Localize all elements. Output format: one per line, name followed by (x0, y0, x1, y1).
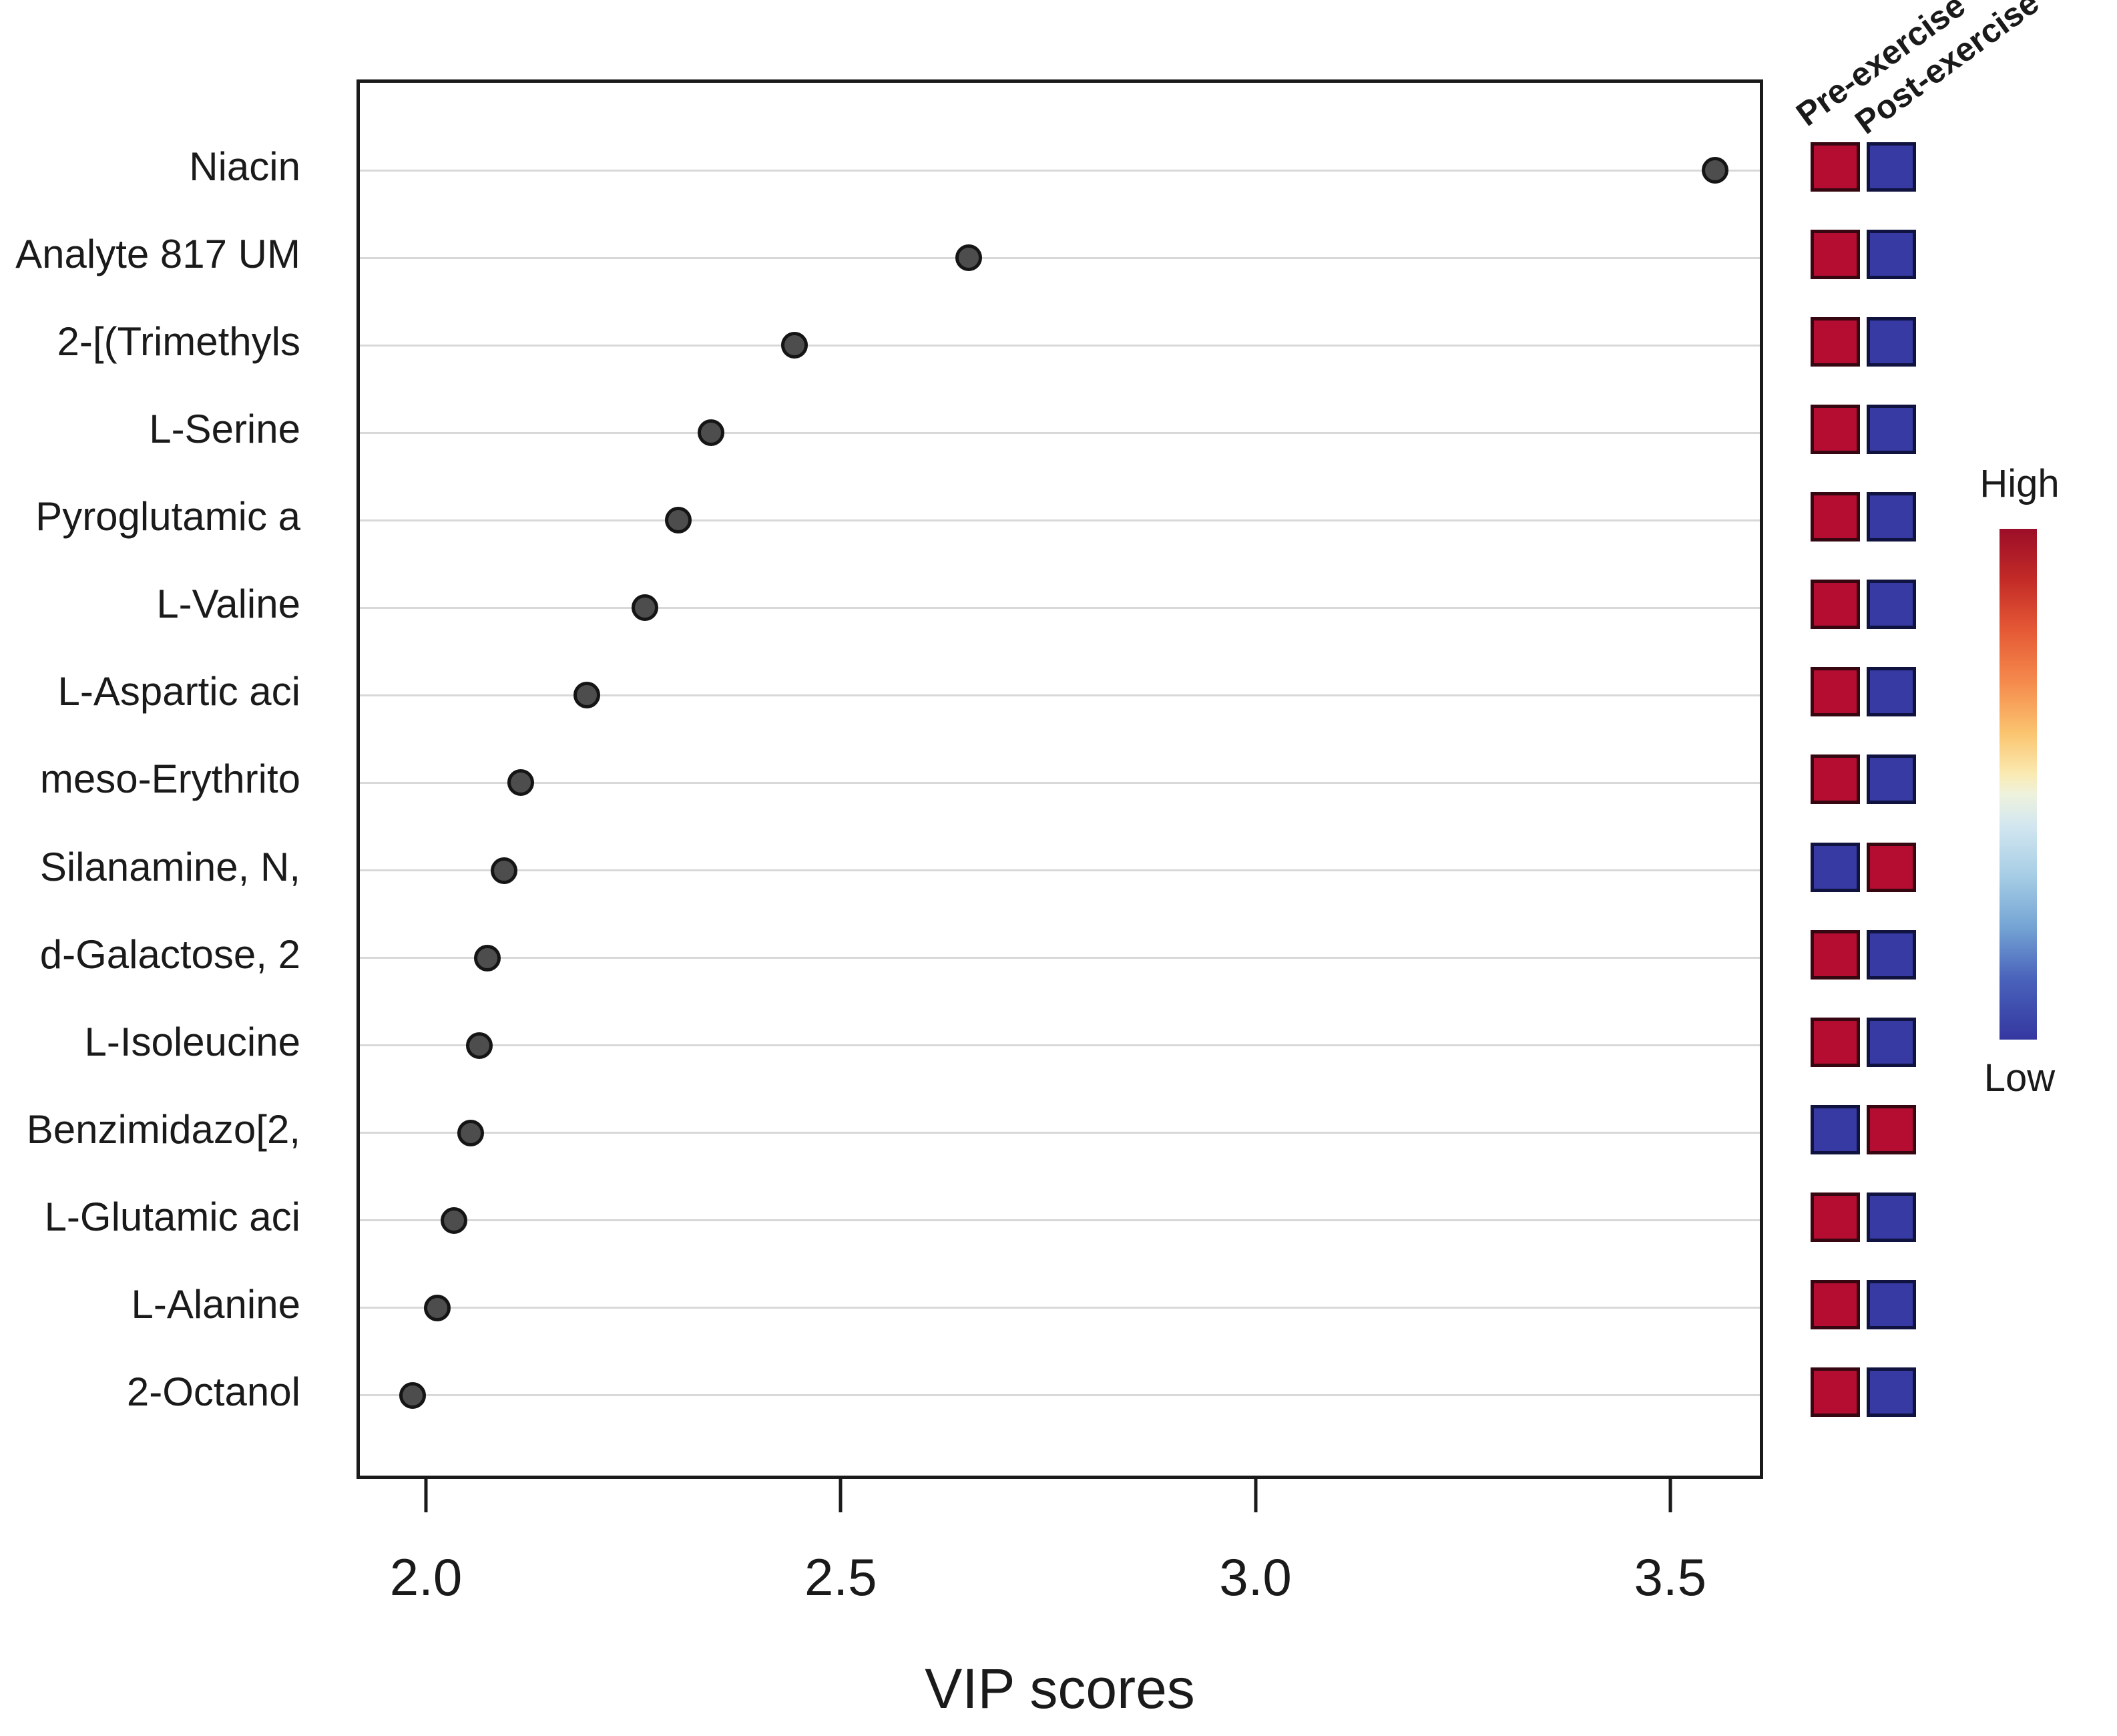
vip-dot (632, 594, 659, 622)
heatmap-cell-pre (1811, 580, 1860, 630)
x-tick-label: 2.0 (389, 1548, 463, 1606)
y-axis-label: 2-[(Trimethyls (57, 319, 300, 365)
y-axis-label: L-Aspartic aci (57, 669, 300, 714)
y-axis-label: Pyroglutamic a (35, 494, 300, 539)
gridline (360, 606, 1760, 609)
vip-dot (465, 1032, 493, 1059)
vip-dot (399, 1381, 427, 1409)
vip-dot (698, 419, 725, 447)
x-tick-mark (839, 1479, 843, 1512)
y-axis-label: Analyte 817 UM (15, 232, 300, 277)
gridline (360, 1132, 1760, 1134)
vip-dot (457, 1119, 485, 1146)
gridline (360, 957, 1760, 959)
vip-dot (507, 769, 534, 797)
heatmap-cell-pre (1811, 1192, 1860, 1242)
heatmap-cell-post (1867, 1104, 1916, 1154)
y-axis-label: L-Serine (149, 407, 300, 452)
heatmap-cell-pre (1811, 929, 1860, 980)
heatmap-cell-pre (1811, 1017, 1860, 1067)
y-axis-label: d-Galactose, 2 (39, 931, 300, 977)
heatmap-cell-pre (1811, 405, 1860, 455)
gridline (360, 1307, 1760, 1309)
x-tick-mark (424, 1479, 428, 1512)
y-axis-label: Niacin (189, 144, 300, 189)
plot-area (357, 79, 1763, 1479)
heatmap-cell-pre (1811, 1104, 1860, 1154)
heatmap-cell-post (1867, 929, 1916, 980)
heatmap-cell-pre (1811, 754, 1860, 805)
vip-dot (473, 944, 501, 971)
x-axis-title: VIP scores (925, 1657, 1195, 1720)
vip-dot (573, 682, 601, 709)
heatmap-cell-post (1867, 1017, 1916, 1067)
heatmap-cell-post (1867, 1192, 1916, 1242)
heatmap-cell-pre (1811, 492, 1860, 542)
x-tick-mark (1668, 1479, 1672, 1512)
vip-dot (955, 244, 982, 272)
heatmap-cell-post (1867, 667, 1916, 717)
y-axis-label: Silanamine, N, (39, 844, 300, 889)
gridline (360, 431, 1760, 434)
heatmap-cell-post (1867, 405, 1916, 455)
gridline (360, 694, 1760, 696)
vip-dot (664, 507, 692, 534)
heatmap-cell-post (1867, 492, 1916, 542)
heatmap-cell-post (1867, 230, 1916, 280)
heatmap-cell-pre (1811, 667, 1860, 717)
heatmap-cell-pre (1811, 142, 1860, 192)
colorbar-low-label: Low (1983, 1056, 2056, 1100)
gridline (360, 1219, 1760, 1222)
gridline (360, 256, 1760, 259)
heatmap-cell-pre (1811, 842, 1860, 892)
y-axis-label: L-Glutamic aci (44, 1194, 300, 1239)
heatmap-cell-post (1867, 317, 1916, 367)
heatmap-cell-post (1867, 1367, 1916, 1417)
heatmap-cell-post (1867, 754, 1916, 805)
heatmap-cell-post (1867, 142, 1916, 192)
heatmap-cell-pre (1811, 317, 1860, 367)
vip-dot (1701, 157, 1728, 184)
x-tick-label: 3.0 (1219, 1548, 1292, 1606)
vip-dot (424, 1294, 451, 1321)
heatmap-cell-pre (1811, 230, 1860, 280)
gridline (360, 869, 1760, 872)
gridline (360, 344, 1760, 347)
vip-dot (441, 1207, 468, 1234)
heatmap-cell-post (1867, 842, 1916, 892)
x-tick-label: 2.5 (804, 1548, 877, 1606)
x-tick-mark (1254, 1479, 1257, 1512)
x-tick-label: 3.5 (1634, 1548, 1706, 1606)
gridline (360, 519, 1760, 521)
y-axis-label: L-Valine (156, 582, 300, 627)
colorbar-gradient (2000, 529, 2037, 1040)
heatmap-cell-post (1867, 580, 1916, 630)
colorbar-high-label: High (1979, 462, 2060, 505)
heatmap-cell-pre (1811, 1367, 1860, 1417)
gridline (360, 1044, 1760, 1047)
vip-dot (490, 857, 517, 884)
y-axis-label: Benzimidazo[2, (26, 1106, 300, 1152)
gridline (360, 169, 1760, 172)
y-axis-label: 2-Octanol (126, 1369, 300, 1414)
heatmap-cell-pre (1811, 1279, 1860, 1329)
y-axis-label: L-Alanine (131, 1281, 300, 1327)
heatmap-cell-post (1867, 1279, 1916, 1329)
vip-dot (780, 332, 808, 359)
gridline (360, 781, 1760, 784)
y-axis-label: meso-Erythrito (39, 756, 300, 802)
gridline (360, 1394, 1760, 1397)
y-axis-label: L-Isoleucine (84, 1019, 300, 1064)
